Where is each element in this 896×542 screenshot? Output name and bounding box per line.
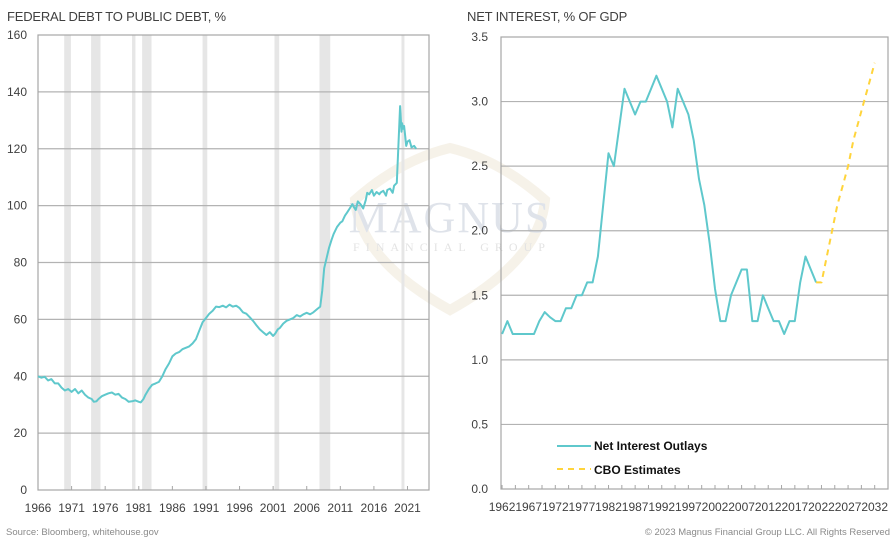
y-tick-label: 140	[7, 85, 27, 99]
left-chart: 0 20 40 60 80 100 120 140 160 1966 1971 1976 1981 19…	[7, 28, 430, 515]
copyright-note: © 2023 Magnus Financial Group LLC. All R…	[644, 527, 890, 538]
x-tick-label: 1986	[159, 501, 186, 515]
x-tick-label: 1981	[125, 501, 152, 515]
y-tick-label: 160	[7, 28, 27, 42]
x-tick-label: 1991	[193, 501, 220, 515]
y-tick-label: 2.5	[471, 159, 488, 173]
x-tick-label: 2011	[327, 501, 353, 515]
y-tick-label: 3.0	[471, 95, 488, 109]
x-tick-label: 1976	[92, 501, 119, 515]
x-tick-label: 1997	[675, 500, 702, 514]
series-line-net-interest-outlays	[501, 74, 818, 335]
x-tick-label: 1972	[542, 500, 569, 514]
watermark-name: MAGNUS	[349, 193, 552, 242]
y-tick-label: 100	[7, 199, 27, 213]
x-tick-label: 2022	[808, 500, 835, 514]
plot-frame	[37, 34, 430, 491]
x-tick-label: 2012	[755, 500, 782, 514]
y-tick-label: 0.5	[471, 417, 488, 431]
x-tick-label: 2017	[781, 500, 808, 514]
watermark-shield-icon	[349, 142, 551, 316]
y-tick-label: 0.0	[471, 482, 488, 496]
right-chart-title: NET INTEREST, % OF GDP	[467, 9, 628, 24]
x-tick-label: 2006	[293, 501, 320, 515]
x-tick-label: 2002	[702, 500, 729, 514]
x-tick-label: 2032	[861, 500, 888, 514]
x-tick-label: 1962	[489, 500, 516, 514]
legend-label-net-interest: Net Interest Outlays	[594, 439, 708, 453]
y-tick-label: 1.5	[471, 288, 488, 302]
x-tick-label: 2001	[260, 501, 287, 515]
series-line-federal-debt-held-by-public-of-gdp	[37, 105, 418, 404]
y-tick-label: 1.0	[471, 353, 488, 367]
right-chart: 0.0 0.5 1.0 1.5 2.0 2.5 3.0 3.5 1962 1967 1972 197…	[471, 30, 889, 514]
x-tick-label: 1967	[515, 500, 542, 514]
x-tick-label: 1971	[58, 501, 85, 515]
y-tick-label: 40	[14, 369, 28, 383]
y-tick-label: 80	[14, 256, 28, 270]
x-tick-label: 2027	[835, 500, 862, 514]
y-tick-label: 3.5	[471, 30, 488, 44]
legend-label-cbo: CBO Estimates	[594, 463, 681, 477]
x-tick-label: 1982	[595, 500, 622, 514]
watermark-subtitle: FINANCIAL GROUP	[353, 240, 551, 254]
series-line-cbo-estimates	[816, 62, 876, 284]
x-tick-label: 1996	[226, 501, 253, 515]
x-tick-label: 2007	[728, 500, 755, 514]
magnus-watermark: MAGNUS FINANCIAL GROUP	[349, 142, 552, 316]
source-note: Source: Bloomberg, whitehouse.gov	[6, 527, 159, 538]
x-tick-label: 2016	[361, 501, 388, 515]
y-tick-label: 2.0	[471, 224, 488, 238]
x-tick-label: 1987	[622, 500, 649, 514]
x-tick-label: 2021	[394, 501, 421, 515]
x-tick-label: 1966	[25, 501, 52, 515]
y-tick-label: 20	[14, 426, 28, 440]
y-tick-label: 60	[14, 312, 28, 326]
legend: Net Interest Outlays CBO Estimates	[557, 439, 708, 477]
left-chart-title: FEDERAL DEBT TO PUBLIC DEBT, %	[7, 9, 226, 24]
x-tick-label: 1977	[569, 500, 596, 514]
plot-frame	[500, 36, 889, 490]
x-tick-label: 1992	[648, 500, 675, 514]
y-tick-label: 0	[20, 483, 27, 497]
y-tick-label: 120	[7, 142, 27, 156]
